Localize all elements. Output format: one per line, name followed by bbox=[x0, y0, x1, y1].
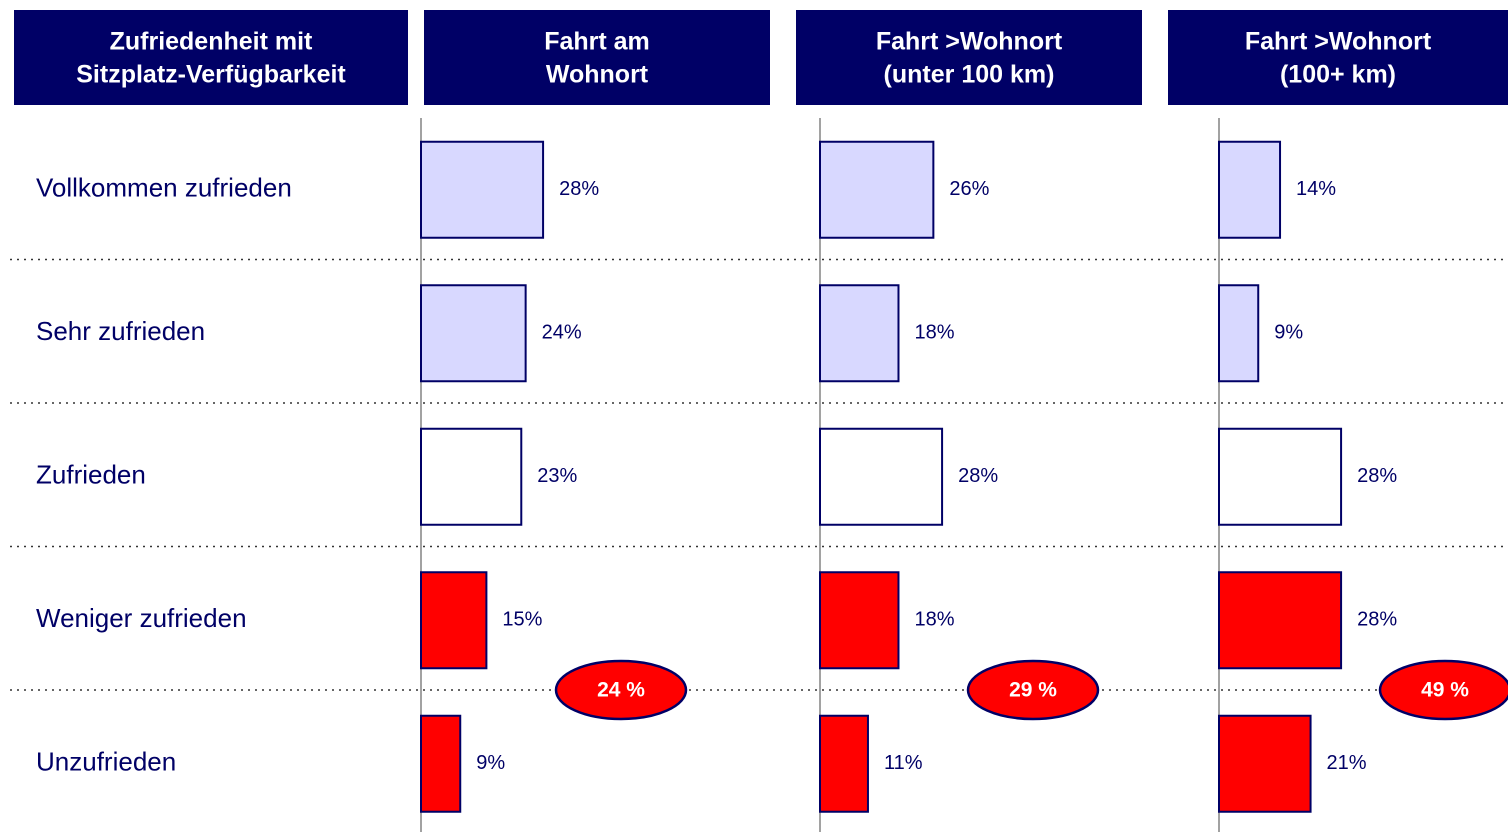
bar bbox=[420, 140, 545, 239]
bar bbox=[819, 140, 935, 239]
bar bbox=[819, 714, 869, 813]
value-label: 28% bbox=[559, 178, 599, 200]
header-box bbox=[1168, 10, 1508, 105]
value-label: 18% bbox=[914, 609, 954, 631]
value-label: 28% bbox=[1357, 609, 1397, 631]
highlight-label: 24 % bbox=[597, 679, 645, 702]
value-label: 14% bbox=[1296, 178, 1336, 200]
category-label: Sehr zufrieden bbox=[36, 316, 205, 346]
value-label: 26% bbox=[949, 178, 989, 200]
series-header: Fahrt >Wohnort bbox=[1245, 28, 1432, 56]
value-label: 11% bbox=[884, 752, 923, 774]
header-box bbox=[14, 10, 408, 105]
bar bbox=[420, 284, 527, 383]
value-label: 15% bbox=[502, 609, 542, 631]
highlight-label: 49 % bbox=[1421, 679, 1469, 702]
value-label: 18% bbox=[914, 322, 954, 344]
value-label: 9% bbox=[476, 752, 505, 774]
chart-title: Sitzplatz-Verfügbarkeit bbox=[76, 61, 346, 89]
bar bbox=[420, 427, 523, 526]
category-label: Zufrieden bbox=[36, 460, 146, 490]
series-header: Wohnort bbox=[546, 61, 649, 89]
series-header: Fahrt am bbox=[544, 28, 650, 56]
series-header: (unter 100 km) bbox=[884, 61, 1055, 89]
value-label: 21% bbox=[1327, 752, 1367, 774]
series-header: Fahrt >Wohnort bbox=[876, 28, 1063, 56]
value-label: 23% bbox=[537, 465, 577, 487]
bar bbox=[1218, 140, 1282, 239]
category-label: Vollkommen zufrieden bbox=[36, 173, 292, 203]
bar bbox=[1218, 714, 1312, 813]
highlight-ellipse bbox=[554, 659, 688, 721]
bar bbox=[420, 714, 462, 813]
highlight-ellipse bbox=[1378, 659, 1508, 721]
header-box bbox=[424, 10, 770, 105]
bar bbox=[1218, 427, 1343, 526]
header-box bbox=[796, 10, 1142, 105]
bar bbox=[1218, 284, 1260, 383]
value-label: 28% bbox=[958, 465, 998, 487]
highlight-ellipse bbox=[966, 659, 1100, 721]
value-label: 28% bbox=[1357, 465, 1397, 487]
bar bbox=[420, 571, 488, 670]
value-label: 9% bbox=[1274, 322, 1303, 344]
bar bbox=[819, 284, 900, 383]
category-label: Unzufrieden bbox=[36, 747, 176, 777]
value-label: 24% bbox=[542, 322, 582, 344]
bar bbox=[819, 427, 944, 526]
category-label: Weniger zufrieden bbox=[36, 603, 247, 633]
bar bbox=[1218, 571, 1343, 670]
series-header: (100+ km) bbox=[1280, 61, 1396, 89]
chart-title: Zufriedenheit mit bbox=[110, 28, 313, 56]
bar bbox=[819, 571, 900, 670]
highlight-label: 29 % bbox=[1009, 679, 1057, 702]
